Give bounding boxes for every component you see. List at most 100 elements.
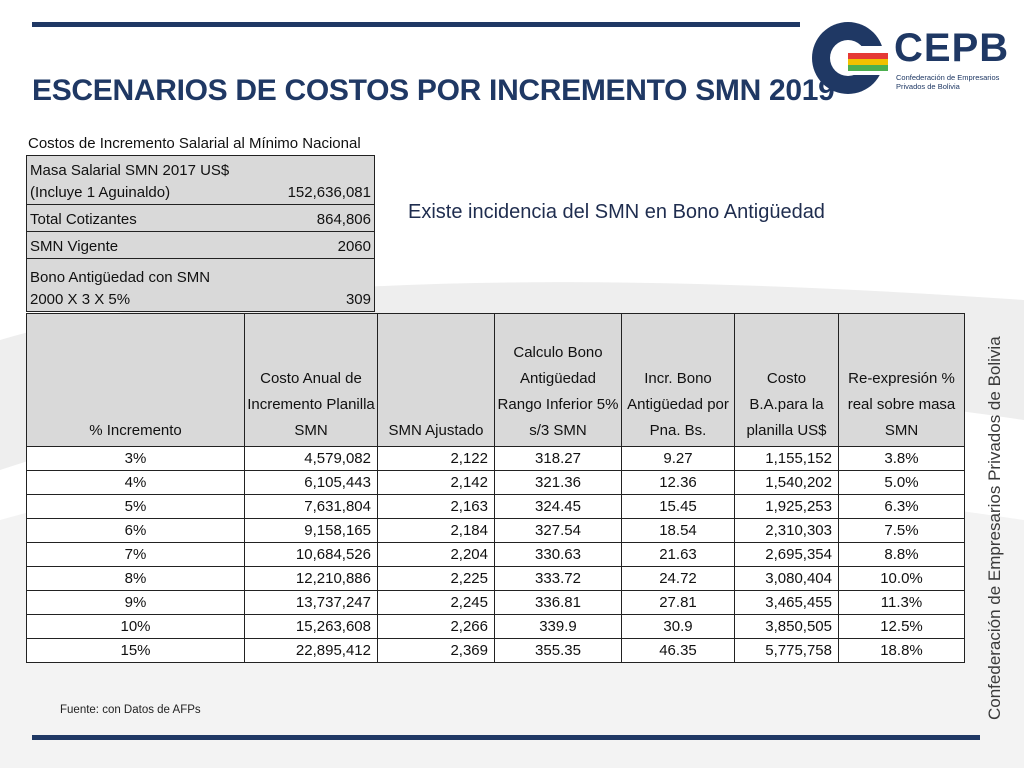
cell-pct: 9%	[26, 590, 245, 615]
table-row: 5% 7,631,804 2,163 324.45 15.45 1,925,253 6.3%	[26, 494, 965, 519]
cell-ba-cost: 1,540,202	[734, 470, 839, 495]
cell-pct: 10%	[26, 614, 245, 639]
info-bono-value: 309	[345, 291, 371, 308]
cell-bono-increment: 24.72	[621, 566, 735, 591]
cell-ba-cost: 5,775,758	[734, 638, 839, 663]
incidence-note: Existe incidencia del SMN en Bono Antigü…	[408, 201, 825, 223]
cell-ba-cost: 2,310,303	[734, 518, 839, 543]
cell-annual-cost: 7,631,804	[244, 494, 378, 519]
table-row: 9% 13,737,247 2,245 336.81 27.81 3,465,455 11.…	[26, 590, 965, 615]
cell-smn-adjusted: 2,122	[377, 446, 495, 471]
cell-pct: 15%	[26, 638, 245, 663]
header-annual-cost: Costo Anual de Incremento Planilla SMN	[244, 313, 378, 447]
cell-bono-increment: 27.81	[621, 590, 735, 615]
info-row-cotizantes: Total Cotizantes 864,806	[26, 205, 375, 232]
logo-subtitle-line-1: Confederación de Empresarios	[896, 73, 1000, 82]
cell-pct: 8%	[26, 566, 245, 591]
cell-bono-calc: 336.81	[494, 590, 622, 615]
table-row: 6% 9,158,165 2,184 327.54 18.54 2,310,303 7.5%	[26, 518, 965, 543]
cell-real-pct: 11.3%	[838, 590, 965, 615]
cell-pct: 6%	[26, 518, 245, 543]
cell-bono-calc: 324.45	[494, 494, 622, 519]
cell-ba-cost: 3,080,404	[734, 566, 839, 591]
cell-annual-cost: 13,737,247	[244, 590, 378, 615]
cell-pct: 7%	[26, 542, 245, 567]
info-cotizantes-value: 864,806	[316, 211, 371, 228]
cell-bono-increment: 21.63	[621, 542, 735, 567]
cell-annual-cost: 12,210,886	[244, 566, 378, 591]
cell-smn-adjusted: 2,266	[377, 614, 495, 639]
table-row: 15% 22,895,412 2,369 355.35 46.35 5,775,758 18…	[26, 638, 965, 663]
info-row-bono: Bono Antigüedad con SMN 2000 X 3 X 5% 30…	[26, 259, 375, 312]
info-bono-label-line-2: 2000 X 3 X 5%	[30, 291, 131, 308]
cell-bono-increment: 9.27	[621, 446, 735, 471]
cell-smn-adjusted: 2,184	[377, 518, 495, 543]
cell-bono-calc: 355.35	[494, 638, 622, 663]
cell-annual-cost: 10,684,526	[244, 542, 378, 567]
scenario-table: % Incremento Costo Anual de Incremento P…	[26, 313, 965, 663]
cell-real-pct: 6.3%	[838, 494, 965, 519]
cepb-logo-icon	[812, 22, 888, 94]
cell-pct: 5%	[26, 494, 245, 519]
logo-name: CEPB	[894, 26, 1010, 70]
cell-ba-cost: 1,155,152	[734, 446, 839, 471]
cell-annual-cost: 15,263,608	[244, 614, 378, 639]
header-bono-calc: Calculo Bono Antigüedad Rango Inferior 5…	[494, 313, 622, 447]
page-title: ESCENARIOS DE COSTOS POR INCREMENTO SMN …	[32, 74, 835, 107]
info-masa-label-line-2: (Incluye 1 Aguinaldo)	[30, 184, 171, 201]
header-ba-cost: Costo B.A.para la planilla US$	[734, 313, 839, 447]
bottom-rule	[32, 735, 980, 740]
cell-ba-cost: 3,850,505	[734, 614, 839, 639]
table-row: 8% 12,210,886 2,225 333.72 24.72 3,080,404 10.…	[26, 566, 965, 591]
cell-annual-cost: 9,158,165	[244, 518, 378, 543]
info-masa-label-line-1: Masa Salarial SMN 2017 US$	[30, 162, 230, 179]
info-cotizantes-label: Total Cotizantes	[30, 211, 137, 228]
header-bono-increment: Incr. Bono Antigüedad por Pna. Bs.	[621, 313, 735, 447]
cell-smn-adjusted: 2,142	[377, 470, 495, 495]
cell-smn-adjusted: 2,245	[377, 590, 495, 615]
cepb-logo: CEPB Confederación de Empresarios Privad…	[808, 18, 1008, 98]
cell-annual-cost: 22,895,412	[244, 638, 378, 663]
header-pct-increment: % Incremento	[26, 313, 245, 447]
table-row: 7% 10,684,526 2,204 330.63 21.63 2,695,354 8.8…	[26, 542, 965, 567]
table-header-row: % Incremento Costo Anual de Incremento P…	[26, 313, 965, 447]
vertical-organization-name: Confederación de Empresarios Privados de…	[985, 336, 1004, 720]
cell-bono-increment: 46.35	[621, 638, 735, 663]
info-row-smn: SMN Vigente 2060	[26, 232, 375, 259]
cell-bono-increment: 15.45	[621, 494, 735, 519]
cell-ba-cost: 1,925,253	[734, 494, 839, 519]
info-box: Costos de Incremento Salarial al Mínimo …	[26, 133, 375, 312]
cell-real-pct: 10.0%	[838, 566, 965, 591]
info-bono-label: Bono Antigüedad con SMN 2000 X 3 X 5%	[30, 267, 210, 311]
source-note: Fuente: con Datos de AFPs	[60, 704, 201, 716]
info-smn-value: 2060	[337, 238, 371, 255]
header-smn-adjusted: SMN Ajustado	[377, 313, 495, 447]
cell-bono-increment: 18.54	[621, 518, 735, 543]
cell-smn-adjusted: 2,369	[377, 638, 495, 663]
cell-smn-adjusted: 2,163	[377, 494, 495, 519]
cell-bono-calc: 339.9	[494, 614, 622, 639]
cell-real-pct: 3.8%	[838, 446, 965, 471]
cell-ba-cost: 3,465,455	[734, 590, 839, 615]
cell-bono-calc: 318.27	[494, 446, 622, 471]
top-rule	[32, 22, 800, 27]
info-row-masa: Masa Salarial SMN 2017 US$ (Incluye 1 Ag…	[26, 155, 375, 205]
cell-annual-cost: 6,105,443	[244, 470, 378, 495]
table-row: 10% 15,263,608 2,266 339.9 30.9 3,850,505 12.5…	[26, 614, 965, 639]
cell-real-pct: 12.5%	[838, 614, 965, 639]
cell-smn-adjusted: 2,204	[377, 542, 495, 567]
cell-bono-increment: 30.9	[621, 614, 735, 639]
cell-bono-calc: 333.72	[494, 566, 622, 591]
table-row: 3% 4,579,082 2,122 318.27 9.27 1,155,152 3.8%	[26, 446, 965, 471]
logo-subtitle-line-2: Privados de Bolivia	[896, 82, 960, 91]
cell-pct: 3%	[26, 446, 245, 471]
info-bono-label-line-1: Bono Antigüedad con SMN	[30, 269, 211, 286]
info-smn-label: SMN Vigente	[30, 238, 119, 255]
cell-bono-calc: 327.54	[494, 518, 622, 543]
cell-real-pct: 7.5%	[838, 518, 965, 543]
cell-pct: 4%	[26, 470, 245, 495]
cell-real-pct: 8.8%	[838, 542, 965, 567]
cell-smn-adjusted: 2,225	[377, 566, 495, 591]
cell-bono-increment: 12.36	[621, 470, 735, 495]
cell-real-pct: 5.0%	[838, 470, 965, 495]
